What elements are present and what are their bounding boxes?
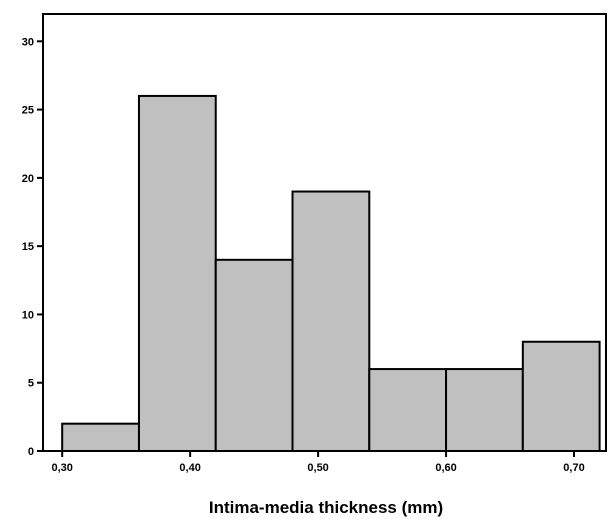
- y-tick-label: 10: [22, 309, 34, 321]
- x-axis-title: Intima-media thickness (mm): [209, 498, 443, 517]
- y-tick-label: 0: [28, 446, 34, 458]
- y-tick-label: 5: [28, 378, 34, 390]
- y-axis: 0 5 10 15 20 25 30: [22, 36, 43, 458]
- histogram-bar: [214, 258, 294, 452]
- y-tick-label: 25: [22, 105, 34, 117]
- x-axis: 0,30 0,40 0,50 0,60 0,70: [51, 451, 585, 474]
- bars-group: [61, 94, 601, 452]
- y-tick-label: 15: [22, 241, 34, 253]
- histogram-bar: [521, 340, 601, 452]
- histogram-bar: [445, 368, 524, 452]
- histogram-bar: [137, 94, 217, 452]
- x-tick-label: 0,30: [51, 462, 72, 474]
- y-tick-label: 30: [22, 36, 34, 48]
- y-tick-label: 20: [22, 173, 34, 185]
- x-tick-label: 0,60: [435, 462, 456, 474]
- x-tick-label: 0,40: [179, 462, 200, 474]
- x-tick-label: 0,70: [563, 462, 584, 474]
- histogram-bar: [61, 422, 140, 452]
- histogram-bar: [291, 190, 371, 452]
- histogram-bar: [368, 368, 448, 452]
- x-tick-label: 0,50: [307, 462, 328, 474]
